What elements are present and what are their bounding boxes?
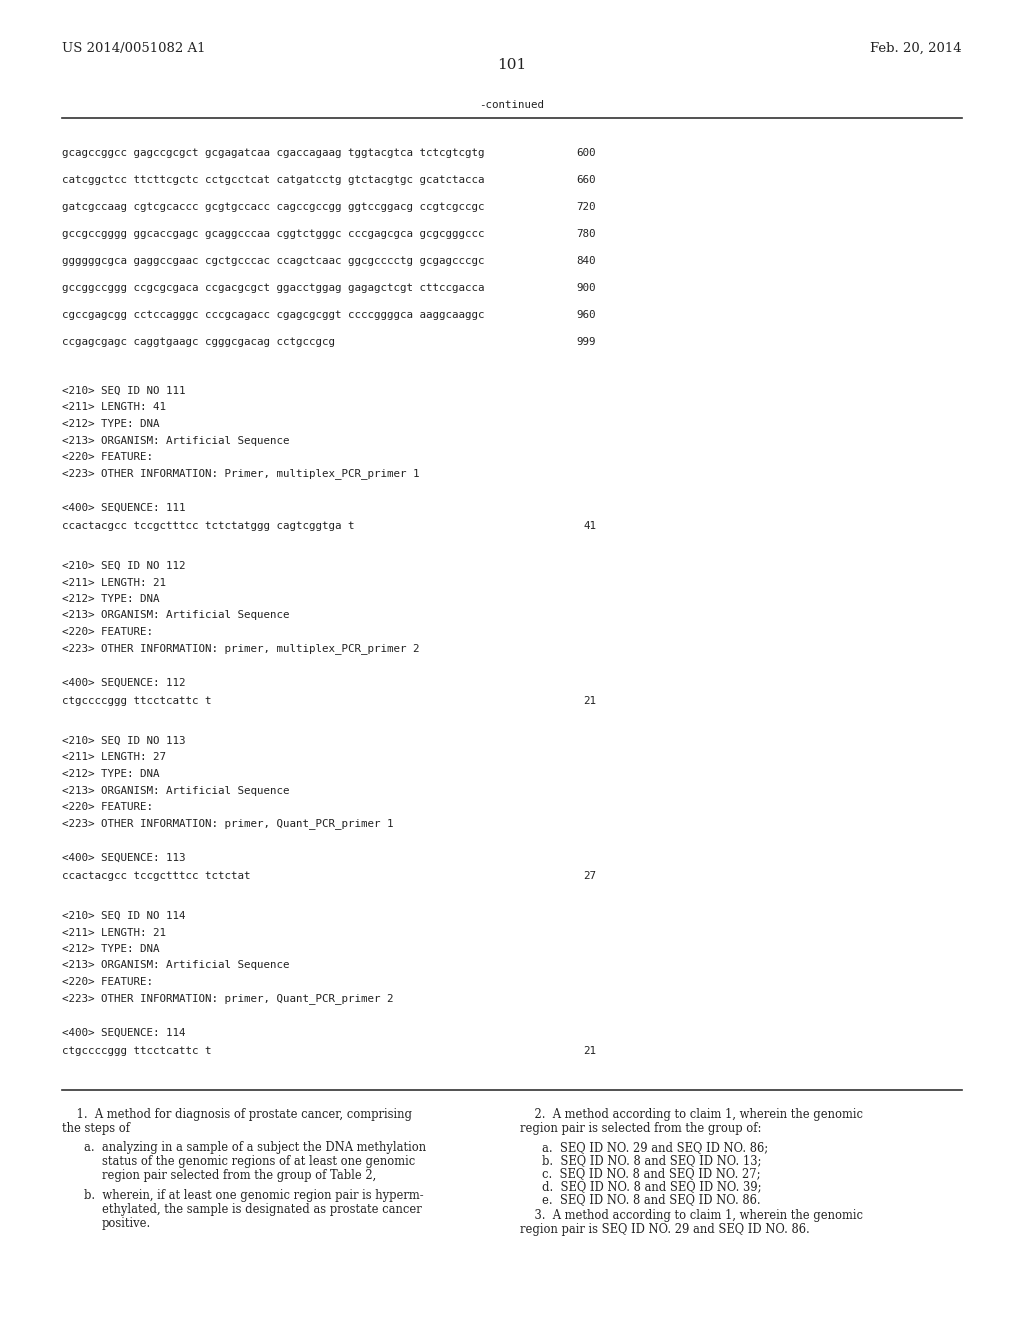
- Text: <211> LENGTH: 27: <211> LENGTH: 27: [62, 752, 166, 763]
- Text: gatcgccaag cgtcgcaccc gcgtgccacc cagccgccgg ggtccggacg ccgtcgccgc: gatcgccaag cgtcgcaccc gcgtgccacc cagccgc…: [62, 202, 484, 213]
- Text: <212> TYPE: DNA: <212> TYPE: DNA: [62, 594, 160, 605]
- Text: 21: 21: [583, 1045, 596, 1056]
- Text: e.  SEQ ID NO. 8 and SEQ ID NO. 86.: e. SEQ ID NO. 8 and SEQ ID NO. 86.: [542, 1193, 761, 1206]
- Text: <212> TYPE: DNA: <212> TYPE: DNA: [62, 770, 160, 779]
- Text: <223> OTHER INFORMATION: primer, multiplex_PCR_primer 2: <223> OTHER INFORMATION: primer, multipl…: [62, 644, 420, 655]
- Text: 101: 101: [498, 58, 526, 73]
- Text: <210> SEQ ID NO 112: <210> SEQ ID NO 112: [62, 561, 185, 572]
- Text: d.  SEQ ID NO. 8 and SEQ ID NO. 39;: d. SEQ ID NO. 8 and SEQ ID NO. 39;: [542, 1180, 762, 1193]
- Text: 3.  A method according to claim 1, wherein the genomic: 3. A method according to claim 1, wherei…: [520, 1209, 863, 1222]
- Text: b.  SEQ ID NO. 8 and SEQ ID NO. 13;: b. SEQ ID NO. 8 and SEQ ID NO. 13;: [542, 1154, 762, 1167]
- Text: 600: 600: [577, 148, 596, 158]
- Text: 2.  A method according to claim 1, wherein the genomic: 2. A method according to claim 1, wherei…: [520, 1107, 863, 1121]
- Text: <223> OTHER INFORMATION: primer, Quant_PCR_primer 2: <223> OTHER INFORMATION: primer, Quant_P…: [62, 994, 393, 1005]
- Text: <220> FEATURE:: <220> FEATURE:: [62, 451, 153, 462]
- Text: <220> FEATURE:: <220> FEATURE:: [62, 803, 153, 812]
- Text: 780: 780: [577, 228, 596, 239]
- Text: the steps of: the steps of: [62, 1122, 130, 1135]
- Text: 27: 27: [583, 871, 596, 880]
- Text: region pair is SEQ ID NO. 29 and SEQ ID NO. 86.: region pair is SEQ ID NO. 29 and SEQ ID …: [520, 1224, 810, 1236]
- Text: -continued: -continued: [479, 100, 545, 110]
- Text: <213> ORGANISM: Artificial Sequence: <213> ORGANISM: Artificial Sequence: [62, 961, 290, 970]
- Text: region pair selected from the group of Table 2,: region pair selected from the group of T…: [102, 1170, 376, 1181]
- Text: ccactacgcc tccgctttcc tctctatggg cagtcggtga t: ccactacgcc tccgctttcc tctctatggg cagtcgg…: [62, 521, 354, 531]
- Text: gccggccggg ccgcgcgaca ccgacgcgct ggacctggag gagagctcgt cttccgacca: gccggccggg ccgcgcgaca ccgacgcgct ggacctg…: [62, 282, 484, 293]
- Text: <211> LENGTH: 41: <211> LENGTH: 41: [62, 403, 166, 412]
- Text: ctgccccggg ttcctcattc t: ctgccccggg ttcctcattc t: [62, 696, 212, 706]
- Text: <212> TYPE: DNA: <212> TYPE: DNA: [62, 944, 160, 954]
- Text: 900: 900: [577, 282, 596, 293]
- Text: <210> SEQ ID NO 114: <210> SEQ ID NO 114: [62, 911, 185, 921]
- Text: 1.  A method for diagnosis of prostate cancer, comprising: 1. A method for diagnosis of prostate ca…: [62, 1107, 412, 1121]
- Text: <213> ORGANISM: Artificial Sequence: <213> ORGANISM: Artificial Sequence: [62, 785, 290, 796]
- Text: ccgagcgagc caggtgaagc cgggcgacag cctgccgcg: ccgagcgagc caggtgaagc cgggcgacag cctgccg…: [62, 337, 335, 347]
- Text: <220> FEATURE:: <220> FEATURE:: [62, 627, 153, 638]
- Text: b.  wherein, if at least one genomic region pair is hyperm-: b. wherein, if at least one genomic regi…: [84, 1189, 424, 1203]
- Text: <210> SEQ ID NO 111: <210> SEQ ID NO 111: [62, 385, 185, 396]
- Text: <213> ORGANISM: Artificial Sequence: <213> ORGANISM: Artificial Sequence: [62, 436, 290, 446]
- Text: 21: 21: [583, 696, 596, 706]
- Text: gcagccggcc gagccgcgct gcgagatcaa cgaccagaag tggtacgtca tctcgtcgtg: gcagccggcc gagccgcgct gcgagatcaa cgaccag…: [62, 148, 484, 158]
- Text: a.  SEQ ID NO. 29 and SEQ ID NO. 86;: a. SEQ ID NO. 29 and SEQ ID NO. 86;: [542, 1140, 768, 1154]
- Text: <400> SEQUENCE: 114: <400> SEQUENCE: 114: [62, 1028, 185, 1038]
- Text: <220> FEATURE:: <220> FEATURE:: [62, 977, 153, 987]
- Text: ethylated, the sample is designated as prostate cancer: ethylated, the sample is designated as p…: [102, 1203, 422, 1216]
- Text: c.  SEQ ID NO. 8 and SEQ ID NO. 27;: c. SEQ ID NO. 8 and SEQ ID NO. 27;: [542, 1167, 761, 1180]
- Text: <223> OTHER INFORMATION: primer, Quant_PCR_primer 1: <223> OTHER INFORMATION: primer, Quant_P…: [62, 818, 393, 829]
- Text: ggggggcgca gaggccgaac cgctgcccac ccagctcaac ggcgcccctg gcgagcccgc: ggggggcgca gaggccgaac cgctgcccac ccagctc…: [62, 256, 484, 267]
- Text: gccgccgggg ggcaccgagc gcaggcccaa cggtctgggc cccgagcgca gcgcgggccc: gccgccgggg ggcaccgagc gcaggcccaa cggtctg…: [62, 228, 484, 239]
- Text: 660: 660: [577, 176, 596, 185]
- Text: 999: 999: [577, 337, 596, 347]
- Text: 840: 840: [577, 256, 596, 267]
- Text: <211> LENGTH: 21: <211> LENGTH: 21: [62, 578, 166, 587]
- Text: <223> OTHER INFORMATION: Primer, multiplex_PCR_primer 1: <223> OTHER INFORMATION: Primer, multipl…: [62, 469, 420, 479]
- Text: ctgccccggg ttcctcattc t: ctgccccggg ttcctcattc t: [62, 1045, 212, 1056]
- Text: <400> SEQUENCE: 113: <400> SEQUENCE: 113: [62, 853, 185, 863]
- Text: status of the genomic regions of at least one genomic: status of the genomic regions of at leas…: [102, 1155, 416, 1168]
- Text: catcggctcc ttcttcgctc cctgcctcat catgatcctg gtctacgtgc gcatctacca: catcggctcc ttcttcgctc cctgcctcat catgatc…: [62, 176, 484, 185]
- Text: US 2014/0051082 A1: US 2014/0051082 A1: [62, 42, 206, 55]
- Text: <212> TYPE: DNA: <212> TYPE: DNA: [62, 418, 160, 429]
- Text: ccactacgcc tccgctttcc tctctat: ccactacgcc tccgctttcc tctctat: [62, 871, 251, 880]
- Text: positive.: positive.: [102, 1217, 152, 1230]
- Text: 960: 960: [577, 310, 596, 319]
- Text: <400> SEQUENCE: 112: <400> SEQUENCE: 112: [62, 678, 185, 688]
- Text: a.  analyzing in a sample of a subject the DNA methylation: a. analyzing in a sample of a subject th…: [84, 1140, 426, 1154]
- Text: <213> ORGANISM: Artificial Sequence: <213> ORGANISM: Artificial Sequence: [62, 610, 290, 620]
- Text: 41: 41: [583, 521, 596, 531]
- Text: <400> SEQUENCE: 111: <400> SEQUENCE: 111: [62, 503, 185, 513]
- Text: Feb. 20, 2014: Feb. 20, 2014: [870, 42, 962, 55]
- Text: region pair is selected from the group of:: region pair is selected from the group o…: [520, 1122, 762, 1135]
- Text: cgccgagcgg cctccagggc cccgcagacc cgagcgcggt ccccggggca aaggcaaggc: cgccgagcgg cctccagggc cccgcagacc cgagcgc…: [62, 310, 484, 319]
- Text: <211> LENGTH: 21: <211> LENGTH: 21: [62, 928, 166, 937]
- Text: 720: 720: [577, 202, 596, 213]
- Text: <210> SEQ ID NO 113: <210> SEQ ID NO 113: [62, 737, 185, 746]
